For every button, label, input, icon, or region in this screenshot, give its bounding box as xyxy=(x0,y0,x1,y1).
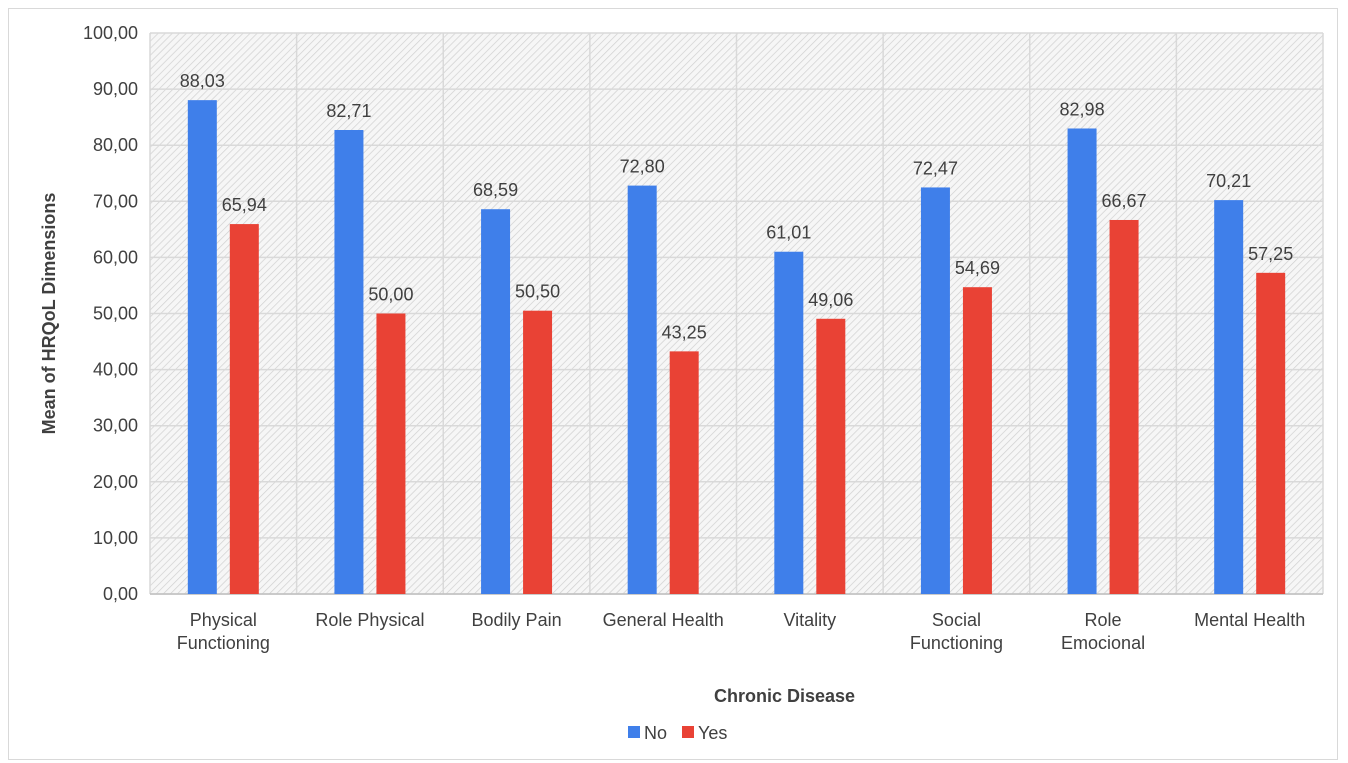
y-tick-label: 30,00 xyxy=(93,416,138,436)
data-label: 66,67 xyxy=(1102,191,1147,211)
x-tick-label: Functioning xyxy=(177,633,270,653)
x-tick-label: General Health xyxy=(603,610,724,630)
data-label: 49,06 xyxy=(808,290,853,310)
data-label: 88,03 xyxy=(180,71,225,91)
y-tick-label: 100,00 xyxy=(83,23,138,43)
x-tick-label: Emocional xyxy=(1061,633,1145,653)
bar-yes xyxy=(1256,272,1286,594)
x-tick-label: Mental Health xyxy=(1194,610,1305,630)
data-label: 72,80 xyxy=(620,157,665,177)
bar-yes xyxy=(669,351,699,594)
bar-no xyxy=(187,100,217,594)
y-tick-label: 10,00 xyxy=(93,528,138,548)
y-tick-label: 50,00 xyxy=(93,304,138,324)
x-axis-categories: Physical Functioning Role Physical Bodily P… xyxy=(177,610,1305,653)
data-label: 50,00 xyxy=(368,285,413,305)
bar-no xyxy=(1067,128,1097,595)
legend-label-yes: Yes xyxy=(698,723,727,743)
data-label: 68,59 xyxy=(473,180,518,200)
data-label: 65,94 xyxy=(222,195,267,215)
y-axis-ticks: 0,00 10,00 20,00 30,00 40,00 50,00 60,00 70,00 8… xyxy=(83,23,138,604)
bar-yes xyxy=(376,313,406,594)
x-tick-label: Bodily Pain xyxy=(472,610,562,630)
data-label: 50,50 xyxy=(515,282,560,302)
bar-no xyxy=(334,129,364,595)
y-axis-title: Mean of HRQoL Dimensions xyxy=(39,193,59,435)
data-label: 54,69 xyxy=(955,258,1000,278)
bar-no xyxy=(1214,200,1244,595)
data-label: 57,25 xyxy=(1248,244,1293,264)
data-label: 43,25 xyxy=(662,322,707,342)
y-tick-label: 40,00 xyxy=(93,360,138,380)
data-label: 72,47 xyxy=(913,158,958,178)
x-tick-label: Vitality xyxy=(783,610,836,630)
data-label: 82,71 xyxy=(326,101,371,121)
bar-yes xyxy=(816,318,846,594)
bar-yes xyxy=(523,310,553,594)
x-tick-label: Functioning xyxy=(910,633,1003,653)
legend: No Yes xyxy=(628,723,727,743)
data-labels: 88,03 65,94 82,71 50,00 68,59 50,50 72,80 43,25… xyxy=(180,71,1293,342)
legend-swatch-yes xyxy=(682,726,694,738)
y-tick-label: 20,00 xyxy=(93,472,138,492)
bar-no xyxy=(774,251,804,595)
x-tick-label: Role xyxy=(1085,610,1122,630)
y-tick-label: 0,00 xyxy=(103,584,138,604)
y-tick-label: 60,00 xyxy=(93,247,138,267)
legend-label-no: No xyxy=(644,723,667,743)
y-tick-label: 80,00 xyxy=(93,135,138,155)
y-tick-label: 90,00 xyxy=(93,79,138,99)
bar-yes xyxy=(962,287,992,594)
data-label: 82,98 xyxy=(1060,99,1105,119)
y-tick-label: 70,00 xyxy=(93,191,138,211)
bar-yes xyxy=(1109,219,1139,594)
data-label: 70,21 xyxy=(1206,171,1251,191)
x-axis-title: Chronic Disease xyxy=(714,686,855,706)
legend-swatch-no xyxy=(628,726,640,738)
x-tick-label: Role Physical xyxy=(315,610,424,630)
bar-no xyxy=(481,209,511,595)
bars xyxy=(187,100,1286,595)
x-tick-label: Physical xyxy=(190,610,257,630)
bar-no xyxy=(627,185,657,595)
data-label: 61,01 xyxy=(766,223,811,243)
bar-yes xyxy=(229,224,259,594)
x-tick-label: Social xyxy=(932,610,981,630)
bar-no xyxy=(920,187,950,594)
